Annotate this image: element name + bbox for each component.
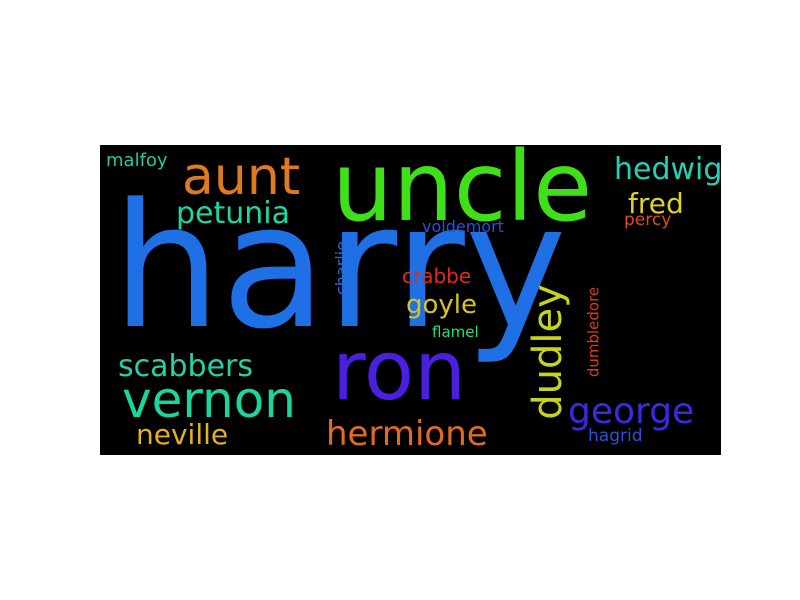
word-dumbledore: dumbledore [584,286,603,378]
word-malfoy: malfoy [106,150,168,171]
word-hermione: hermione [326,414,488,454]
word-hedwig: hedwig [614,152,721,187]
word-uncle: uncle [332,145,593,243]
word-goyle: goyle [406,290,478,320]
word-harry: harry [112,166,567,367]
word-fred: fred [628,187,684,220]
word-petunia: petunia [176,196,291,231]
word-vernon: vernon [122,371,296,429]
word-ron: ron [332,324,467,419]
word-george: george [568,391,695,432]
word-cloud: harry uncle aunt ron vernon hermione dudley geo… [100,145,721,455]
word-charlie: charlie [332,240,351,296]
word-hagrid: hagrid [588,426,643,446]
word-aunt: aunt [182,147,301,207]
word-neville: neville [136,418,229,451]
word-dudley: dudley [525,284,571,420]
word-flamel: flamel [432,323,479,341]
word-scabbers: scabbers [118,349,254,384]
word-crabbe: crabbe [402,264,472,288]
word-voldemort: voldemort [422,217,504,236]
word-percy: percy [624,210,672,230]
